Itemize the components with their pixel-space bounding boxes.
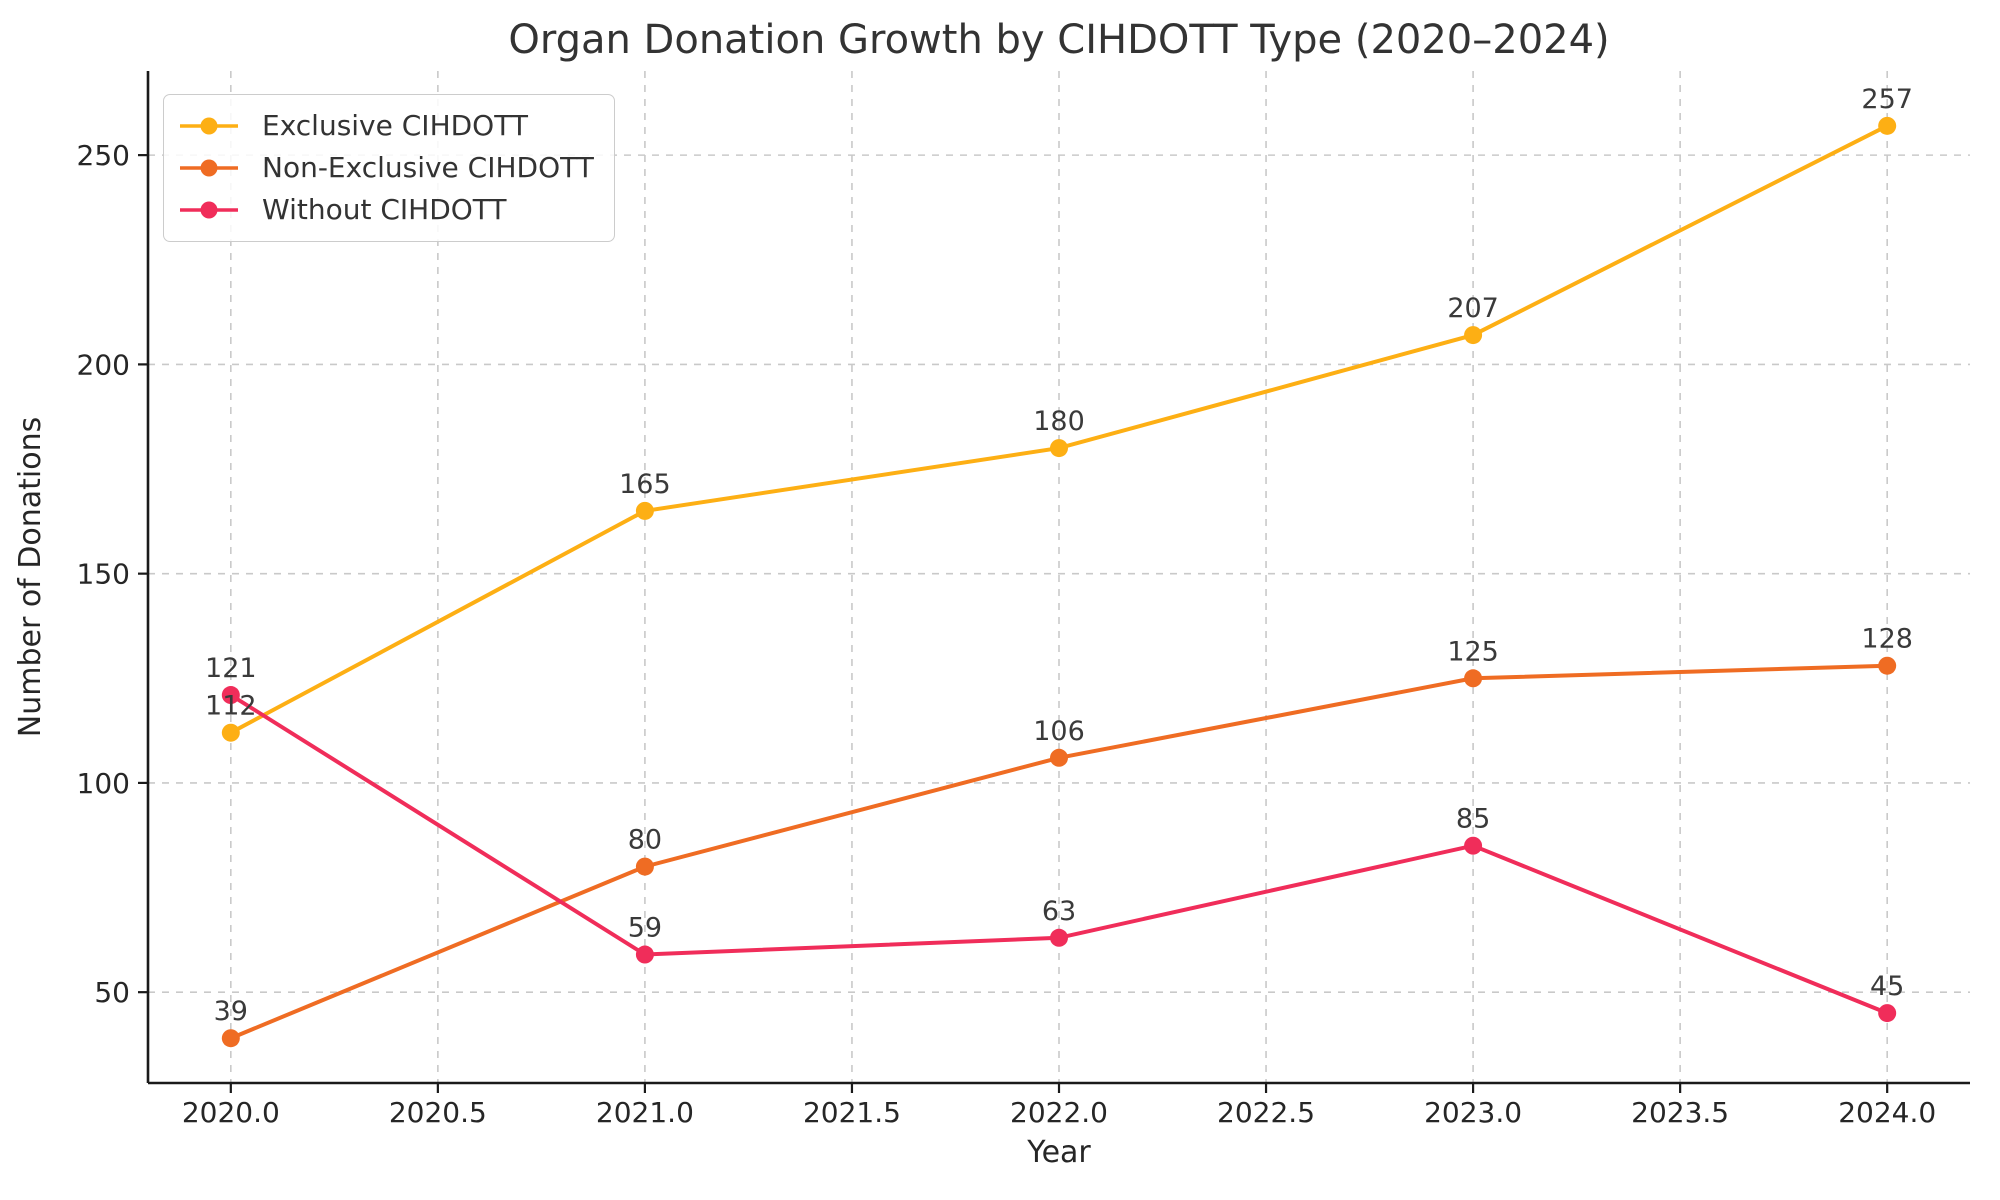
- data-point: [221, 723, 240, 742]
- data-point-label: 165: [619, 469, 671, 500]
- y-tick-label: 50: [94, 976, 130, 1009]
- legend-label: Without CIHDOTT: [262, 193, 507, 226]
- data-point-label: 180: [1033, 406, 1085, 437]
- x-tick-label: 2021.5: [803, 1096, 901, 1129]
- legend-line-marker-icon: [180, 159, 238, 177]
- legend: Exclusive CIHDOTT Non-Exclusive CIHDOTT Wi…: [163, 94, 615, 242]
- y-tick-label: 100: [77, 767, 130, 800]
- legend-label: Non-Exclusive CIHDOTT: [262, 151, 594, 184]
- data-point-label: 45: [1870, 971, 1904, 1002]
- legend-label: Exclusive CIHDOTT: [262, 109, 528, 142]
- grid-layer: [148, 71, 1970, 1083]
- data-point-label: 125: [1447, 636, 1499, 667]
- data-point-label: 85: [1456, 804, 1490, 835]
- legend-item: Non-Exclusive CIHDOTT: [180, 147, 594, 189]
- chart-title: Organ Donation Growth by CIHDOTT Type (2…: [508, 17, 1609, 63]
- data-point: [1050, 748, 1068, 767]
- y-tick-label: 150: [77, 558, 130, 591]
- data-point-label: 128: [1861, 624, 1913, 655]
- data-point: [635, 945, 654, 964]
- legend-item: Without CIHDOTT: [180, 189, 594, 231]
- x-tick-label: 2024.0: [1838, 1096, 1936, 1129]
- legend-line-marker-icon: [180, 201, 238, 219]
- data-point: [1464, 326, 1483, 345]
- x-tick-label: 2023.5: [1631, 1096, 1729, 1129]
- data-point-label: 59: [628, 913, 662, 944]
- data-point: [635, 857, 654, 876]
- data-point-label: 257: [1861, 84, 1913, 115]
- data-point-label: 63: [1042, 896, 1076, 927]
- data-point-label: 207: [1447, 293, 1499, 324]
- x-tick-label: 2020.5: [389, 1096, 487, 1129]
- x-tick-label: 2022.5: [1217, 1096, 1315, 1129]
- x-tick-label: 2020.0: [182, 1096, 280, 1129]
- y-tick-label: 250: [77, 139, 130, 172]
- data-point-label: 106: [1033, 716, 1085, 747]
- data-point: [1050, 928, 1068, 947]
- data-point-label: 39: [214, 996, 248, 1027]
- data-point: [1878, 656, 1897, 675]
- x-tick-label: 2023.0: [1424, 1096, 1522, 1129]
- data-point: [1878, 116, 1897, 135]
- legend-item: Exclusive CIHDOTT: [180, 105, 594, 147]
- point-label-layer: 112 165 180 207 257 39 80 106 125 128 121 59 63 85 45: [205, 84, 1913, 1027]
- x-axis-label: Year: [1026, 1135, 1091, 1170]
- data-point-label: 121: [205, 653, 257, 684]
- data-point-label: 80: [628, 825, 662, 856]
- y-tick-label: 200: [77, 348, 130, 381]
- data-point: [1464, 669, 1483, 688]
- data-point: [1878, 1004, 1897, 1023]
- x-tick-label: 2022.0: [1010, 1096, 1108, 1129]
- data-point: [221, 1029, 240, 1048]
- data-point: [1050, 439, 1068, 458]
- series-layer: [221, 116, 1897, 1048]
- data-point-label: 112: [205, 691, 257, 722]
- data-point: [221, 686, 240, 705]
- x-tick-label: 2021.0: [596, 1096, 694, 1129]
- legend-line-marker-icon: [180, 117, 238, 135]
- axis-layer: 2020.0 2020.5 2021.0 2021.5 2022.0 2022.5 2023…: [77, 71, 1970, 1129]
- data-point: [635, 501, 654, 520]
- y-axis-label: Number of Donations: [13, 417, 48, 737]
- data-point: [1464, 836, 1483, 855]
